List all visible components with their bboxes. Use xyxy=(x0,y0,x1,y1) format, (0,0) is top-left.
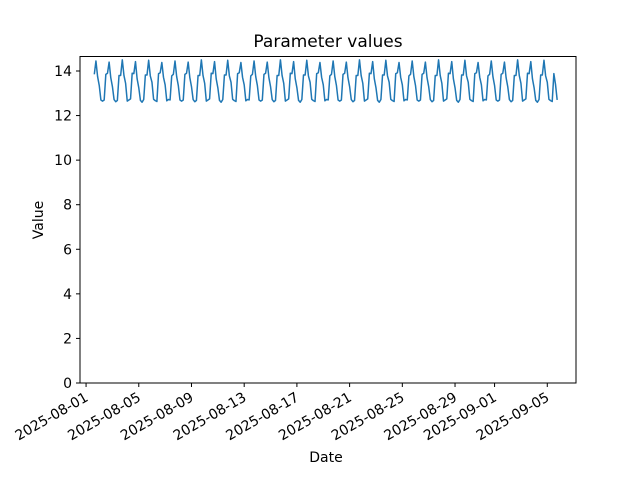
y-tick-label: 10 xyxy=(54,153,72,169)
plot-area xyxy=(80,56,576,383)
axes-spines xyxy=(79,56,577,384)
y-tick-label: 12 xyxy=(54,109,72,125)
y-tick-label: 8 xyxy=(63,198,72,214)
x-axis-label: Date xyxy=(309,450,342,466)
y-tick-label: 6 xyxy=(63,242,72,258)
y-tick-label: 4 xyxy=(63,287,72,303)
y-tick-label: 2 xyxy=(63,331,72,347)
y-tick-label: 0 xyxy=(63,376,72,392)
chart-title: Parameter values xyxy=(253,32,402,52)
parameter-values-line xyxy=(93,59,558,103)
y-tick-label: 14 xyxy=(54,64,72,80)
data-line-layer xyxy=(93,59,558,103)
y-axis-label: Value xyxy=(31,201,47,239)
